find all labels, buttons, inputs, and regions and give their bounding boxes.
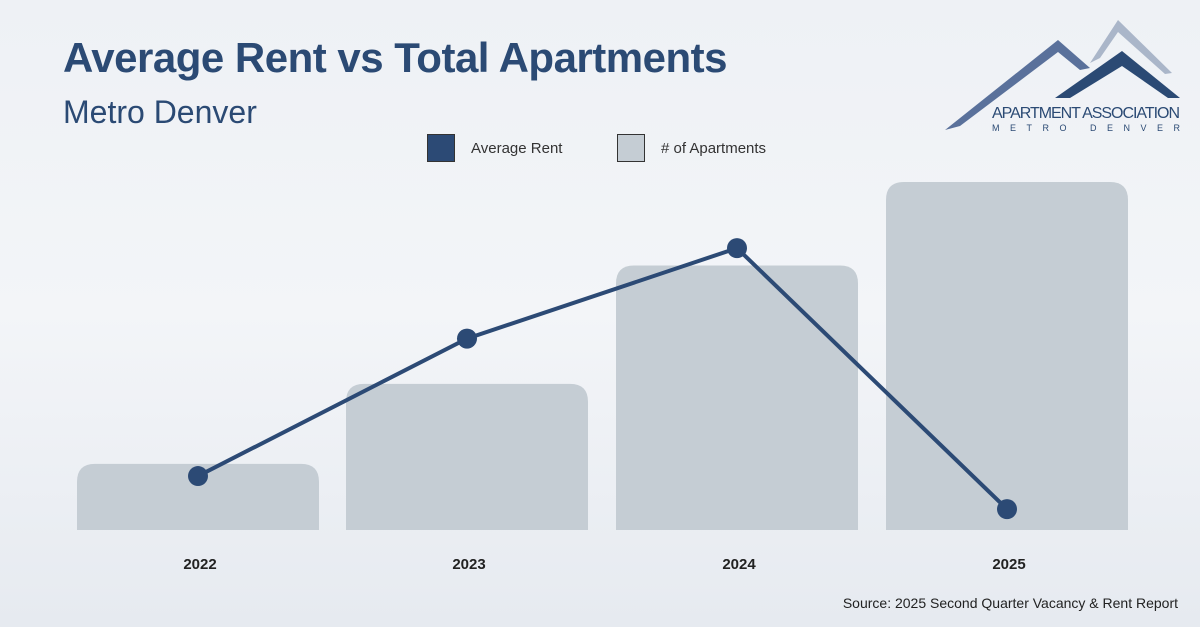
rent-point-2025 <box>997 499 1017 520</box>
x-tick-label: 2022 <box>183 556 216 573</box>
bar-2024 <box>616 265 858 530</box>
source-note: Source: 2025 Second Quarter Vacancy & Re… <box>842 595 1178 611</box>
legend-label-apartments: # of Apartments <box>661 139 767 157</box>
rent-point-2023 <box>457 328 477 349</box>
x-tick-label: 2024 <box>722 556 756 573</box>
chart-subtitle: Metro Denver <box>63 94 257 130</box>
logo-mountain-left <box>945 40 1090 130</box>
rent-line <box>197 245 1009 511</box>
logo-mountain-front <box>1055 51 1180 98</box>
x-tick-label: 2025 <box>992 556 1025 573</box>
legend-item-rent: Average Rent <box>427 134 562 162</box>
apartment-association-logo: APARTMENT ASSOCIATION METRO DENVER <box>945 20 1181 133</box>
legend-label-rent: Average Rent <box>471 139 563 157</box>
logo-text-line1: APARTMENT ASSOCIATION <box>992 105 1180 122</box>
bar-2025 <box>886 182 1128 530</box>
bar-2023 <box>346 383 588 530</box>
legend-swatch-rent <box>427 134 455 162</box>
rent-point-2024 <box>727 238 747 259</box>
legend-item-apartments: # of Apartments <box>617 134 766 162</box>
bar-2022 <box>77 463 319 530</box>
x-tick-label: 2023 <box>452 556 485 573</box>
legend-swatch-apartments <box>617 134 645 162</box>
logo-mountain-back <box>1090 20 1172 74</box>
rent-point-2022 <box>188 466 208 487</box>
chart-title: Average Rent vs Total Apartments <box>63 34 727 81</box>
